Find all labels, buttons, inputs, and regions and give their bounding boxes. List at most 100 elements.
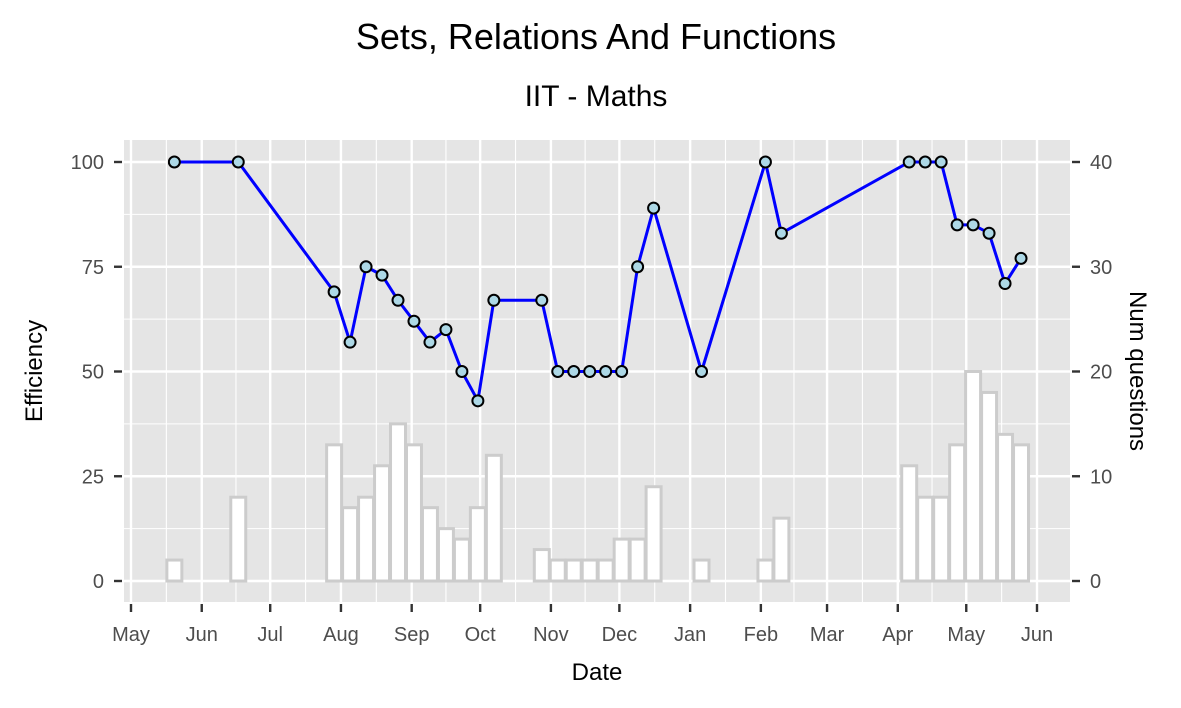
- y-tick-label: 75: [82, 257, 104, 279]
- data-point: [407, 314, 421, 328]
- x-tick-label: May: [112, 624, 150, 646]
- data-point: [423, 335, 437, 349]
- data-point: [982, 226, 996, 240]
- data-point: [567, 365, 581, 378]
- data-point: [774, 226, 788, 240]
- y2-tick-label: 30: [1090, 257, 1112, 279]
- bar: [1012, 443, 1031, 583]
- x-tick-label: May: [947, 624, 985, 646]
- x-tick-label: Sep: [394, 624, 430, 646]
- data-point: [439, 323, 453, 337]
- data-point: [1014, 251, 1028, 265]
- bar: [389, 422, 407, 583]
- bar: [420, 506, 439, 583]
- data-point: [615, 365, 629, 378]
- grid-major: [124, 140, 1070, 602]
- data-point: [934, 155, 948, 169]
- y-axis-label: Efficiency: [21, 320, 48, 422]
- point-series: [167, 155, 1028, 408]
- data-point: [950, 218, 964, 232]
- data-point: [327, 285, 341, 299]
- bar: [916, 495, 935, 583]
- x-axis-label: Date: [572, 659, 623, 686]
- y2-tick-label: 40: [1090, 152, 1112, 174]
- y-axis-right: 0 10 20 30 40: [1072, 152, 1112, 593]
- bar: [165, 558, 184, 583]
- data-point: [695, 365, 709, 378]
- x-tick-label: Dec: [602, 624, 638, 646]
- y2-tick-label: 10: [1090, 466, 1112, 488]
- x-tick-label: Nov: [533, 624, 569, 646]
- bar: [596, 558, 615, 583]
- bar: [756, 558, 775, 583]
- x-tick-label: Oct: [465, 624, 497, 646]
- y-tick-label: 25: [82, 466, 104, 488]
- data-point: [631, 260, 645, 274]
- bar: [948, 443, 967, 583]
- data-point: [167, 155, 181, 169]
- bar-series: [165, 370, 1031, 583]
- chart-title: Sets, Relations And Functions: [355, 16, 837, 57]
- y2-tick-label: 0: [1090, 571, 1101, 593]
- data-point: [998, 277, 1012, 291]
- y-tick-label: 100: [71, 152, 104, 174]
- data-point: [599, 365, 613, 378]
- bar: [373, 464, 392, 583]
- x-tick-label: Jul: [257, 624, 283, 646]
- data-point: [359, 260, 373, 274]
- bar: [229, 495, 248, 583]
- data-point: [343, 335, 357, 349]
- data-point: [918, 155, 932, 169]
- bar: [341, 506, 360, 583]
- x-tick-label: Jan: [674, 624, 706, 646]
- data-point: [487, 293, 501, 307]
- y-tick-label: 50: [82, 362, 104, 384]
- bar: [484, 453, 503, 583]
- chart-subtitle: IIT - Maths: [524, 80, 668, 113]
- data-point: [647, 201, 661, 215]
- data-point: [551, 365, 565, 378]
- bar: [404, 443, 423, 583]
- data-point: [471, 394, 485, 408]
- bar: [692, 558, 711, 583]
- bar: [932, 495, 951, 583]
- x-tick-label: Feb: [744, 624, 778, 646]
- x-tick-label: Apr: [882, 624, 913, 646]
- data-point: [375, 268, 389, 282]
- y-tick-label: 0: [93, 571, 104, 593]
- data-point: [455, 365, 469, 378]
- x-tick-label: Aug: [323, 624, 359, 646]
- y2-tick-label: 20: [1090, 362, 1112, 384]
- y-axis-left: 0 25 50 75 100: [71, 152, 122, 593]
- data-point: [231, 155, 245, 169]
- x-tick-label: Jun: [186, 624, 218, 646]
- y2-axis-label: Num questions: [1124, 291, 1151, 451]
- data-point: [583, 365, 597, 378]
- bar: [644, 485, 663, 583]
- bar: [628, 537, 647, 583]
- x-tick-label: Mar: [810, 624, 845, 646]
- data-point: [902, 155, 916, 169]
- bar: [964, 370, 983, 583]
- bar: [357, 495, 376, 583]
- data-point: [391, 293, 405, 307]
- bar: [452, 537, 471, 583]
- bar: [532, 548, 551, 583]
- bar: [612, 537, 631, 583]
- x-axis: May Jun Jul Aug Sep Oct Nov Dec Jan Feb Mar Apr May J…: [112, 604, 1053, 646]
- bar: [996, 432, 1015, 583]
- bar: [580, 558, 599, 583]
- bar: [564, 558, 583, 583]
- bar: [436, 527, 455, 583]
- bar: [468, 506, 487, 583]
- bar: [772, 516, 791, 583]
- data-point: [758, 155, 772, 169]
- x-tick-label: Jun: [1021, 624, 1053, 646]
- bar: [325, 443, 344, 583]
- bar: [548, 558, 567, 583]
- data-point: [966, 218, 980, 232]
- data-point: [535, 293, 549, 307]
- bar: [980, 390, 999, 583]
